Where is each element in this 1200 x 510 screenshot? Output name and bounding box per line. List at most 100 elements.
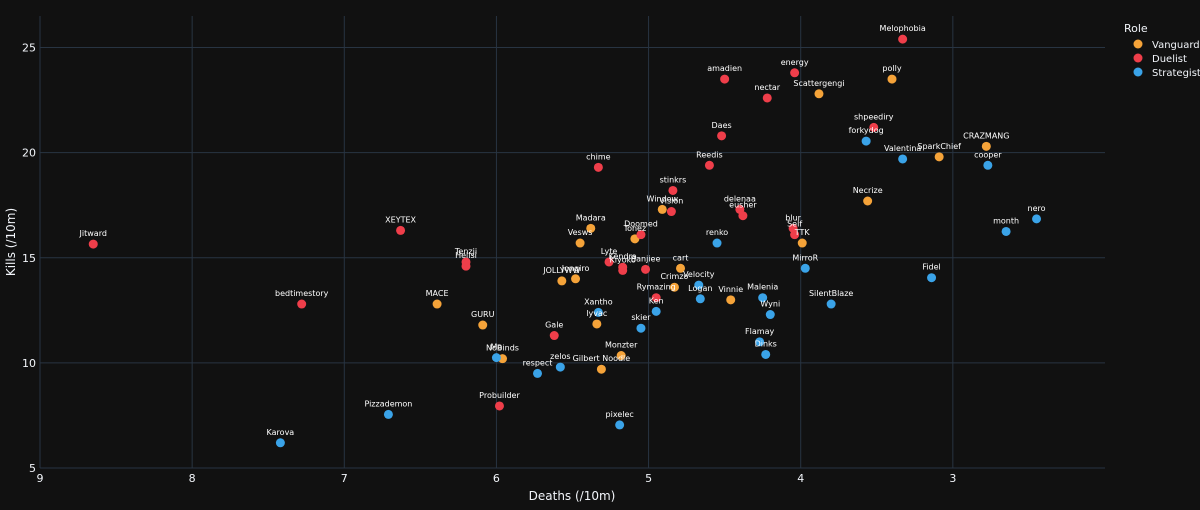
data-point-duelist[interactable] [790,230,800,240]
data-point-strategist[interactable] [651,306,661,316]
data-point-vanguard[interactable] [726,295,736,305]
data-point-strategist[interactable] [712,238,722,248]
data-label: Probuilder [479,391,520,400]
data-point-strategist[interactable] [898,154,908,164]
data-point-vanguard[interactable] [797,238,807,248]
x-tick-label: 9 [37,472,44,485]
data-point-strategist[interactable] [765,310,775,320]
data-point-strategist[interactable] [383,409,393,419]
data-point-duelist[interactable] [494,401,504,411]
data-point-strategist[interactable] [593,307,603,317]
data-label: Fidel [922,263,940,272]
data-label: Malenia [747,283,778,292]
data-point-strategist[interactable] [758,293,768,303]
data-point-duelist[interactable] [651,293,661,303]
data-point-vanguard[interactable] [616,351,626,361]
data-label: Daes [712,121,732,130]
data-point-duelist[interactable] [738,211,748,221]
data-point-vanguard[interactable] [669,282,679,292]
legend-item-duelist[interactable]: Duelist [1152,54,1187,65]
data-point-vanguard[interactable] [814,89,824,99]
legend-marker[interactable] [1133,39,1143,49]
data-point-duelist[interactable] [297,299,307,309]
data-point-strategist[interactable] [491,353,501,363]
data-label: MirroR [792,253,818,262]
data-point-strategist[interactable] [826,299,836,309]
data-label: Gale [545,321,563,330]
legend[interactable]: Role Vanguard Duelist Strategist [1124,22,1200,79]
data-point-strategist[interactable] [695,294,705,304]
data-label: stinkrs [660,175,687,184]
data-label: Vinnie [718,285,743,294]
data-point-strategist[interactable] [1001,226,1011,236]
data-point-vanguard[interactable] [557,276,567,286]
data-point-vanguard[interactable] [887,74,897,84]
data-point-duelist[interactable] [88,239,98,249]
y-tick-label: 20 [22,147,36,160]
data-point-vanguard[interactable] [934,152,944,162]
data-label: NoBinds [486,344,519,353]
data-point-duelist[interactable] [618,265,628,275]
data-point-duelist[interactable] [636,230,646,240]
data-point-strategist[interactable] [555,362,565,372]
data-point-strategist[interactable] [1032,214,1042,224]
data-label: Lyte [601,247,618,256]
data-point-strategist[interactable] [615,420,625,430]
data-point-vanguard[interactable] [586,223,596,233]
data-point-vanguard[interactable] [575,238,585,248]
data-label: Doomed [624,220,658,229]
data-label: Logan [688,284,712,293]
data-label: renko [706,228,728,237]
data-point-duelist[interactable] [869,122,879,132]
data-point-strategist[interactable] [694,280,704,290]
data-point-duelist[interactable] [666,207,676,217]
data-point-strategist[interactable] [636,323,646,333]
data-point-vanguard[interactable] [863,196,873,206]
data-point-vanguard[interactable] [592,319,602,329]
data-label: lyvac [586,309,607,318]
data-point-duelist[interactable] [704,160,714,170]
data-point-vanguard[interactable] [657,204,667,214]
data-point-vanguard[interactable] [596,364,606,374]
data-point-duelist[interactable] [461,261,471,271]
data-point-vanguard[interactable] [981,141,991,151]
data-label: cooper [974,150,1002,159]
data-label: Velocity [683,270,715,279]
legend-marker[interactable] [1133,67,1143,77]
data-point-strategist[interactable] [755,337,765,347]
data-label: eusher [729,201,757,210]
data-point-duelist[interactable] [898,34,908,44]
data-label: Necrize [853,186,883,195]
data-point-duelist[interactable] [549,331,559,341]
data-point-duelist[interactable] [668,185,678,195]
data-point-strategist[interactable] [533,368,543,378]
data-point-duelist[interactable] [604,257,614,267]
data-point-strategist[interactable] [800,263,810,273]
data-point-duelist[interactable] [762,93,772,103]
data-point-strategist[interactable] [861,136,871,146]
data-point-duelist[interactable] [720,74,730,84]
data-point-vanguard[interactable] [478,320,488,330]
data-point-duelist[interactable] [396,225,406,235]
legend-item-strategist[interactable]: Strategist [1152,68,1200,79]
data-point-vanguard[interactable] [432,299,442,309]
data-point-duelist[interactable] [717,131,727,141]
legend-marker[interactable] [1133,53,1143,63]
data-point-strategist[interactable] [761,349,771,359]
legend-item-vanguard[interactable]: Vanguard [1152,40,1200,51]
data-point-vanguard[interactable] [676,263,686,273]
data-label: GURU [471,310,495,319]
data-label: nectar [754,83,780,92]
data-point-strategist[interactable] [983,160,993,170]
y-tick-label: 5 [29,462,36,475]
data-point-strategist[interactable] [275,438,285,448]
y-tick-label: 15 [22,252,36,265]
data-label: Madara [576,213,606,222]
data-point-duelist[interactable] [790,68,800,78]
data-point-strategist[interactable] [927,273,937,283]
data-point-duelist[interactable] [593,162,603,172]
data-point-duelist[interactable] [641,264,651,274]
data-point-vanguard[interactable] [571,274,581,284]
data-label: Ken [649,296,664,305]
